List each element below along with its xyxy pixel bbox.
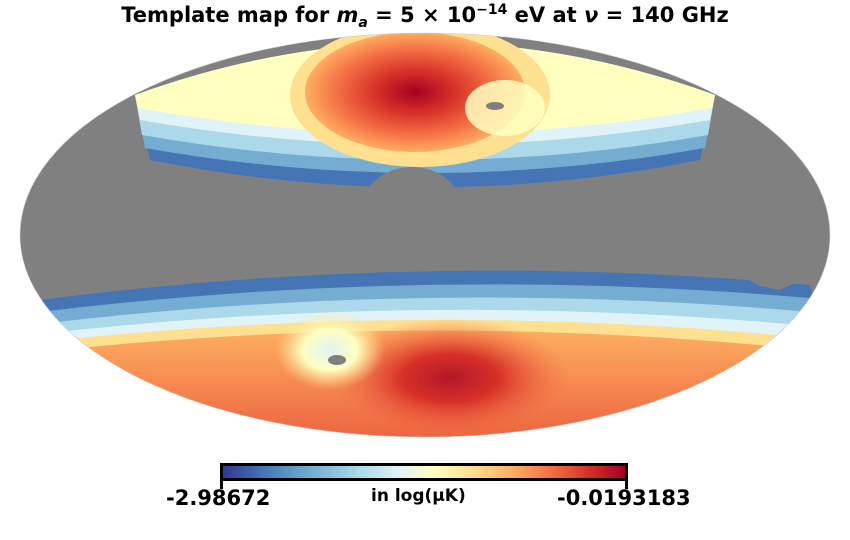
mollweide-sky-map [19, 32, 831, 438]
southern-cap [20, 262, 830, 437]
sky-map-content [20, 33, 830, 437]
title-mass-value: = 5 × 10 [367, 3, 477, 27]
title-frequency: = 140 GHz [598, 3, 729, 27]
colorbar-tick-min [220, 481, 223, 489]
title-exponent: −14 [476, 2, 508, 18]
colorbar-tick-max [625, 481, 628, 489]
title-prefix: Template map for [121, 3, 337, 27]
colorbar-unit-label: in log(μK) [371, 486, 466, 506]
colorbar-max-label: -0.0193183 [557, 486, 691, 510]
northern-cap [135, 33, 715, 243]
map-boundary [19, 32, 831, 438]
colorbar-min-label: -2.98672 [166, 486, 271, 510]
title-variable: m [336, 3, 359, 27]
title-variable-subscript: a [358, 15, 368, 32]
map-title: Template map for ma = 5 × 10−14 eV at ν … [0, 2, 850, 31]
colorbar [220, 463, 628, 481]
title-unit: eV at [507, 3, 585, 27]
title-nu-symbol: ν [584, 3, 599, 27]
